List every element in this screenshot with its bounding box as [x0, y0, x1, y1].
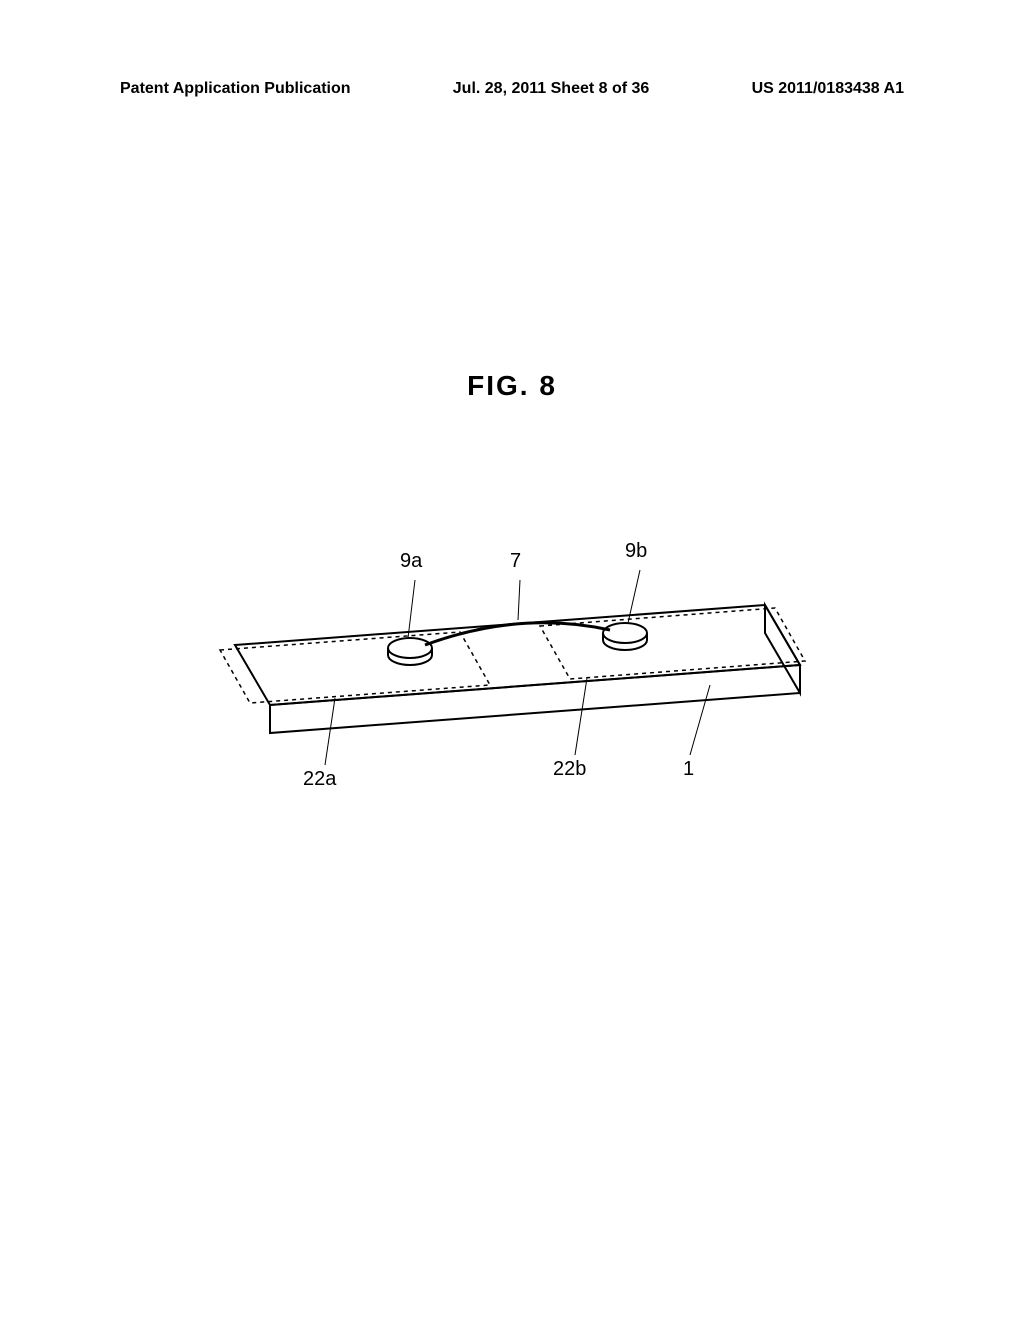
- label-22b: 22b: [553, 758, 586, 781]
- label-7: 7: [510, 550, 521, 573]
- header-left: Patent Application Publication: [120, 80, 351, 98]
- page-header: Patent Application Publication Jul. 28, …: [0, 80, 1024, 98]
- label-1: 1: [683, 758, 694, 781]
- patent-figure-svg: [180, 530, 820, 810]
- header-right: US 2011/0183438 A1: [752, 80, 904, 98]
- figure-diagram: 9a 7 9b 22a 22b 1: [180, 530, 820, 810]
- label-9a: 9a: [400, 550, 422, 573]
- label-9b: 9b: [625, 540, 647, 563]
- header-center: Jul. 28, 2011 Sheet 8 of 36: [453, 80, 650, 98]
- figure-title: FIG. 8: [467, 370, 557, 402]
- label-22a: 22a: [303, 768, 336, 791]
